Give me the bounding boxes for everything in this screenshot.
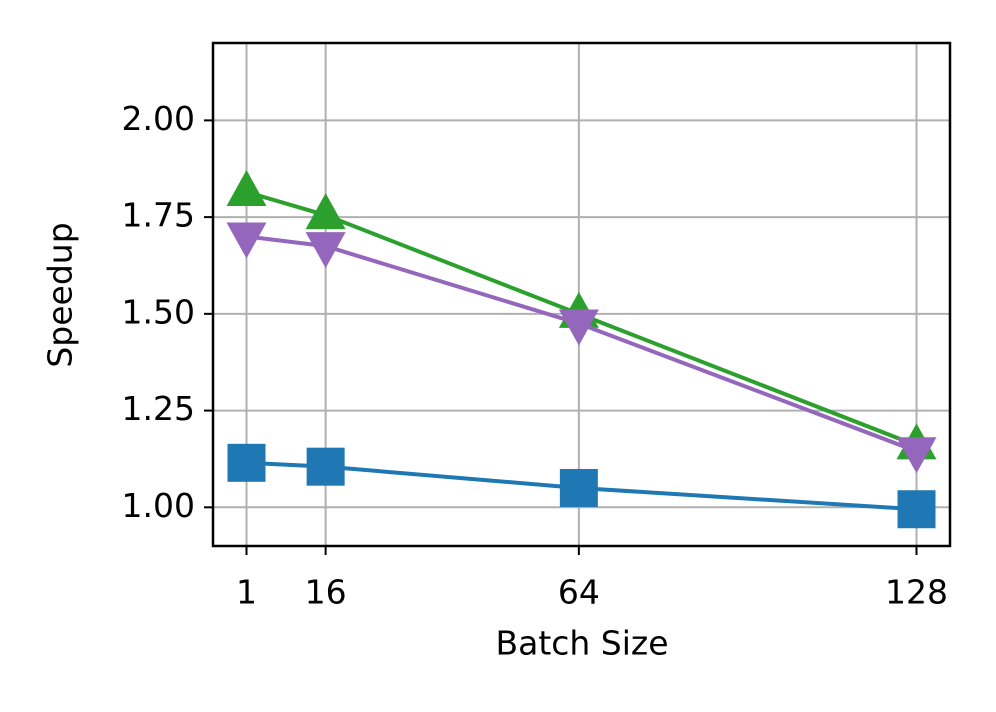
marker	[306, 447, 345, 486]
series-line	[246, 234, 918, 454]
x-tick-label: 16	[305, 573, 347, 612]
y-tick-label: 1.50	[122, 292, 195, 331]
marker	[226, 222, 267, 259]
y-axis-label: Speedup	[41, 222, 80, 367]
marker	[305, 232, 346, 269]
series-line	[245, 190, 918, 448]
marker	[896, 437, 937, 474]
marker	[305, 193, 346, 230]
y-tick-label: 1.75	[122, 196, 195, 235]
marker	[558, 309, 599, 346]
y-tick-label: 1.00	[122, 486, 195, 525]
x-axis-label: Batch Size	[495, 624, 668, 663]
x-tick-label: 128	[885, 573, 948, 612]
axes-frame	[211, 41, 952, 548]
marker	[897, 490, 936, 529]
x-tick-label: 64	[558, 573, 600, 612]
marker	[226, 169, 267, 206]
plot-area	[226, 169, 937, 529]
marker	[559, 468, 598, 507]
marker	[227, 443, 266, 482]
y-tick-label: 1.25	[122, 389, 195, 428]
x-tick-label: 1	[236, 573, 257, 612]
y-tick-label: 2.00	[122, 99, 195, 138]
series-line	[246, 460, 917, 512]
